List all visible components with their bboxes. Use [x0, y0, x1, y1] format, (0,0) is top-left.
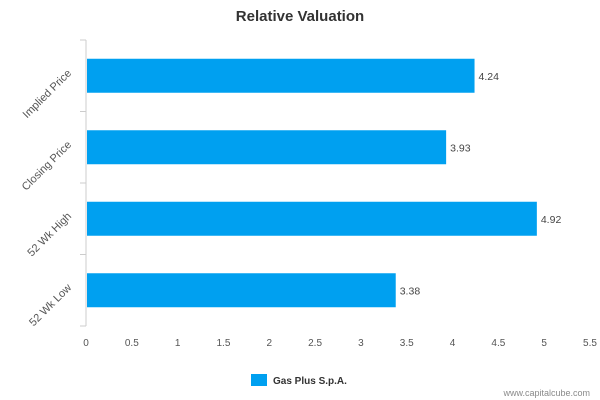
data-label: 3.38 — [400, 285, 421, 297]
x-tick-label: 3 — [358, 338, 364, 349]
legend[interactable]: Gas Plus S.p.A. — [251, 374, 347, 387]
data-label: 4.24 — [479, 71, 500, 83]
x-tick-label: 1.5 — [217, 338, 231, 349]
x-tick-label: 2.5 — [308, 338, 322, 349]
x-tick-label: 0 — [83, 338, 89, 349]
x-tick-label: 3.5 — [400, 338, 414, 349]
category-label: Implied Price — [21, 67, 74, 120]
bar-52-wk-high — [87, 201, 537, 236]
x-tick-label: 5 — [541, 338, 547, 349]
x-tick-label: 2 — [266, 338, 272, 349]
chart-title: Relative Valuation — [236, 8, 364, 25]
x-tick-label: 1 — [175, 338, 181, 349]
bar-implied-price — [87, 58, 475, 93]
data-label: 3.93 — [450, 142, 471, 154]
legend-label: Gas Plus S.p.A. — [273, 376, 347, 387]
x-tick-label: 4 — [450, 338, 456, 349]
x-tick-label: 4.5 — [491, 338, 505, 349]
x-tick-label: 5.5 — [583, 338, 597, 349]
bar-closing-price — [87, 130, 447, 165]
x-tick-label: 0.5 — [125, 338, 139, 349]
watermark: www.capitalcube.com — [502, 388, 590, 398]
bar-52-wk-low — [87, 273, 396, 308]
data-label: 4.92 — [541, 214, 562, 226]
legend-swatch — [251, 374, 267, 386]
category-label: 52 Wk Low — [27, 282, 74, 329]
category-label: 52 Wk High — [25, 210, 74, 259]
category-label: Closing Price — [20, 139, 74, 193]
